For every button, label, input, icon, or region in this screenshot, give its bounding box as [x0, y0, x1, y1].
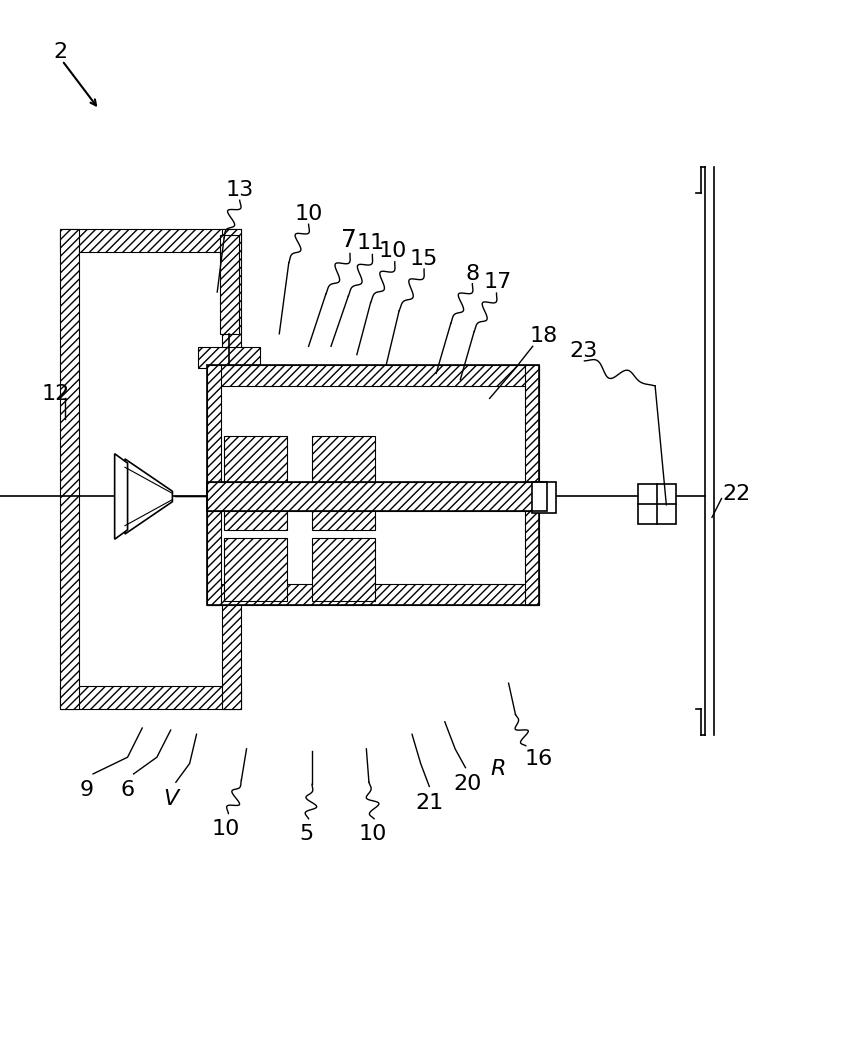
Bar [198, 347, 260, 368]
Bar [207, 365, 220, 605]
Bar [60, 229, 79, 709]
Polygon shape [115, 454, 127, 539]
Polygon shape [125, 459, 172, 534]
Text: V: V [163, 789, 178, 808]
Bar [207, 365, 538, 605]
Bar [60, 686, 241, 709]
Text: 6: 6 [121, 780, 134, 800]
Bar [79, 252, 222, 686]
Bar [637, 484, 675, 524]
Text: 2: 2 [53, 42, 67, 63]
Bar [220, 235, 238, 334]
Text: 16: 16 [523, 749, 552, 769]
Bar [312, 538, 375, 601]
Text: 7: 7 [341, 228, 356, 252]
Text: 22: 22 [722, 484, 750, 505]
Text: 8: 8 [465, 264, 479, 284]
Bar [207, 584, 538, 605]
Text: 10: 10 [212, 819, 239, 839]
Bar [224, 538, 287, 601]
Bar [224, 436, 287, 530]
Text: 23: 23 [568, 341, 597, 361]
Text: R: R [490, 759, 505, 779]
Text: 17: 17 [483, 272, 511, 292]
Bar [222, 229, 241, 709]
Text: 10: 10 [379, 241, 406, 261]
Text: 10: 10 [358, 824, 386, 844]
Bar [524, 365, 538, 605]
Bar [220, 386, 524, 584]
Text: 18: 18 [529, 326, 557, 346]
Text: 15: 15 [410, 249, 437, 269]
Text: 13: 13 [226, 180, 253, 200]
Text: 12: 12 [42, 384, 70, 405]
Bar [531, 482, 555, 513]
Text: 9: 9 [79, 780, 93, 800]
Text: 5: 5 [299, 824, 313, 844]
Text: 10: 10 [294, 204, 322, 224]
Bar [60, 229, 241, 252]
Bar [207, 482, 547, 511]
Text: 11: 11 [356, 234, 384, 253]
Bar [207, 482, 547, 511]
Bar [312, 436, 375, 530]
Text: 21: 21 [415, 793, 443, 812]
Bar [207, 365, 538, 386]
Text: 20: 20 [453, 774, 480, 794]
